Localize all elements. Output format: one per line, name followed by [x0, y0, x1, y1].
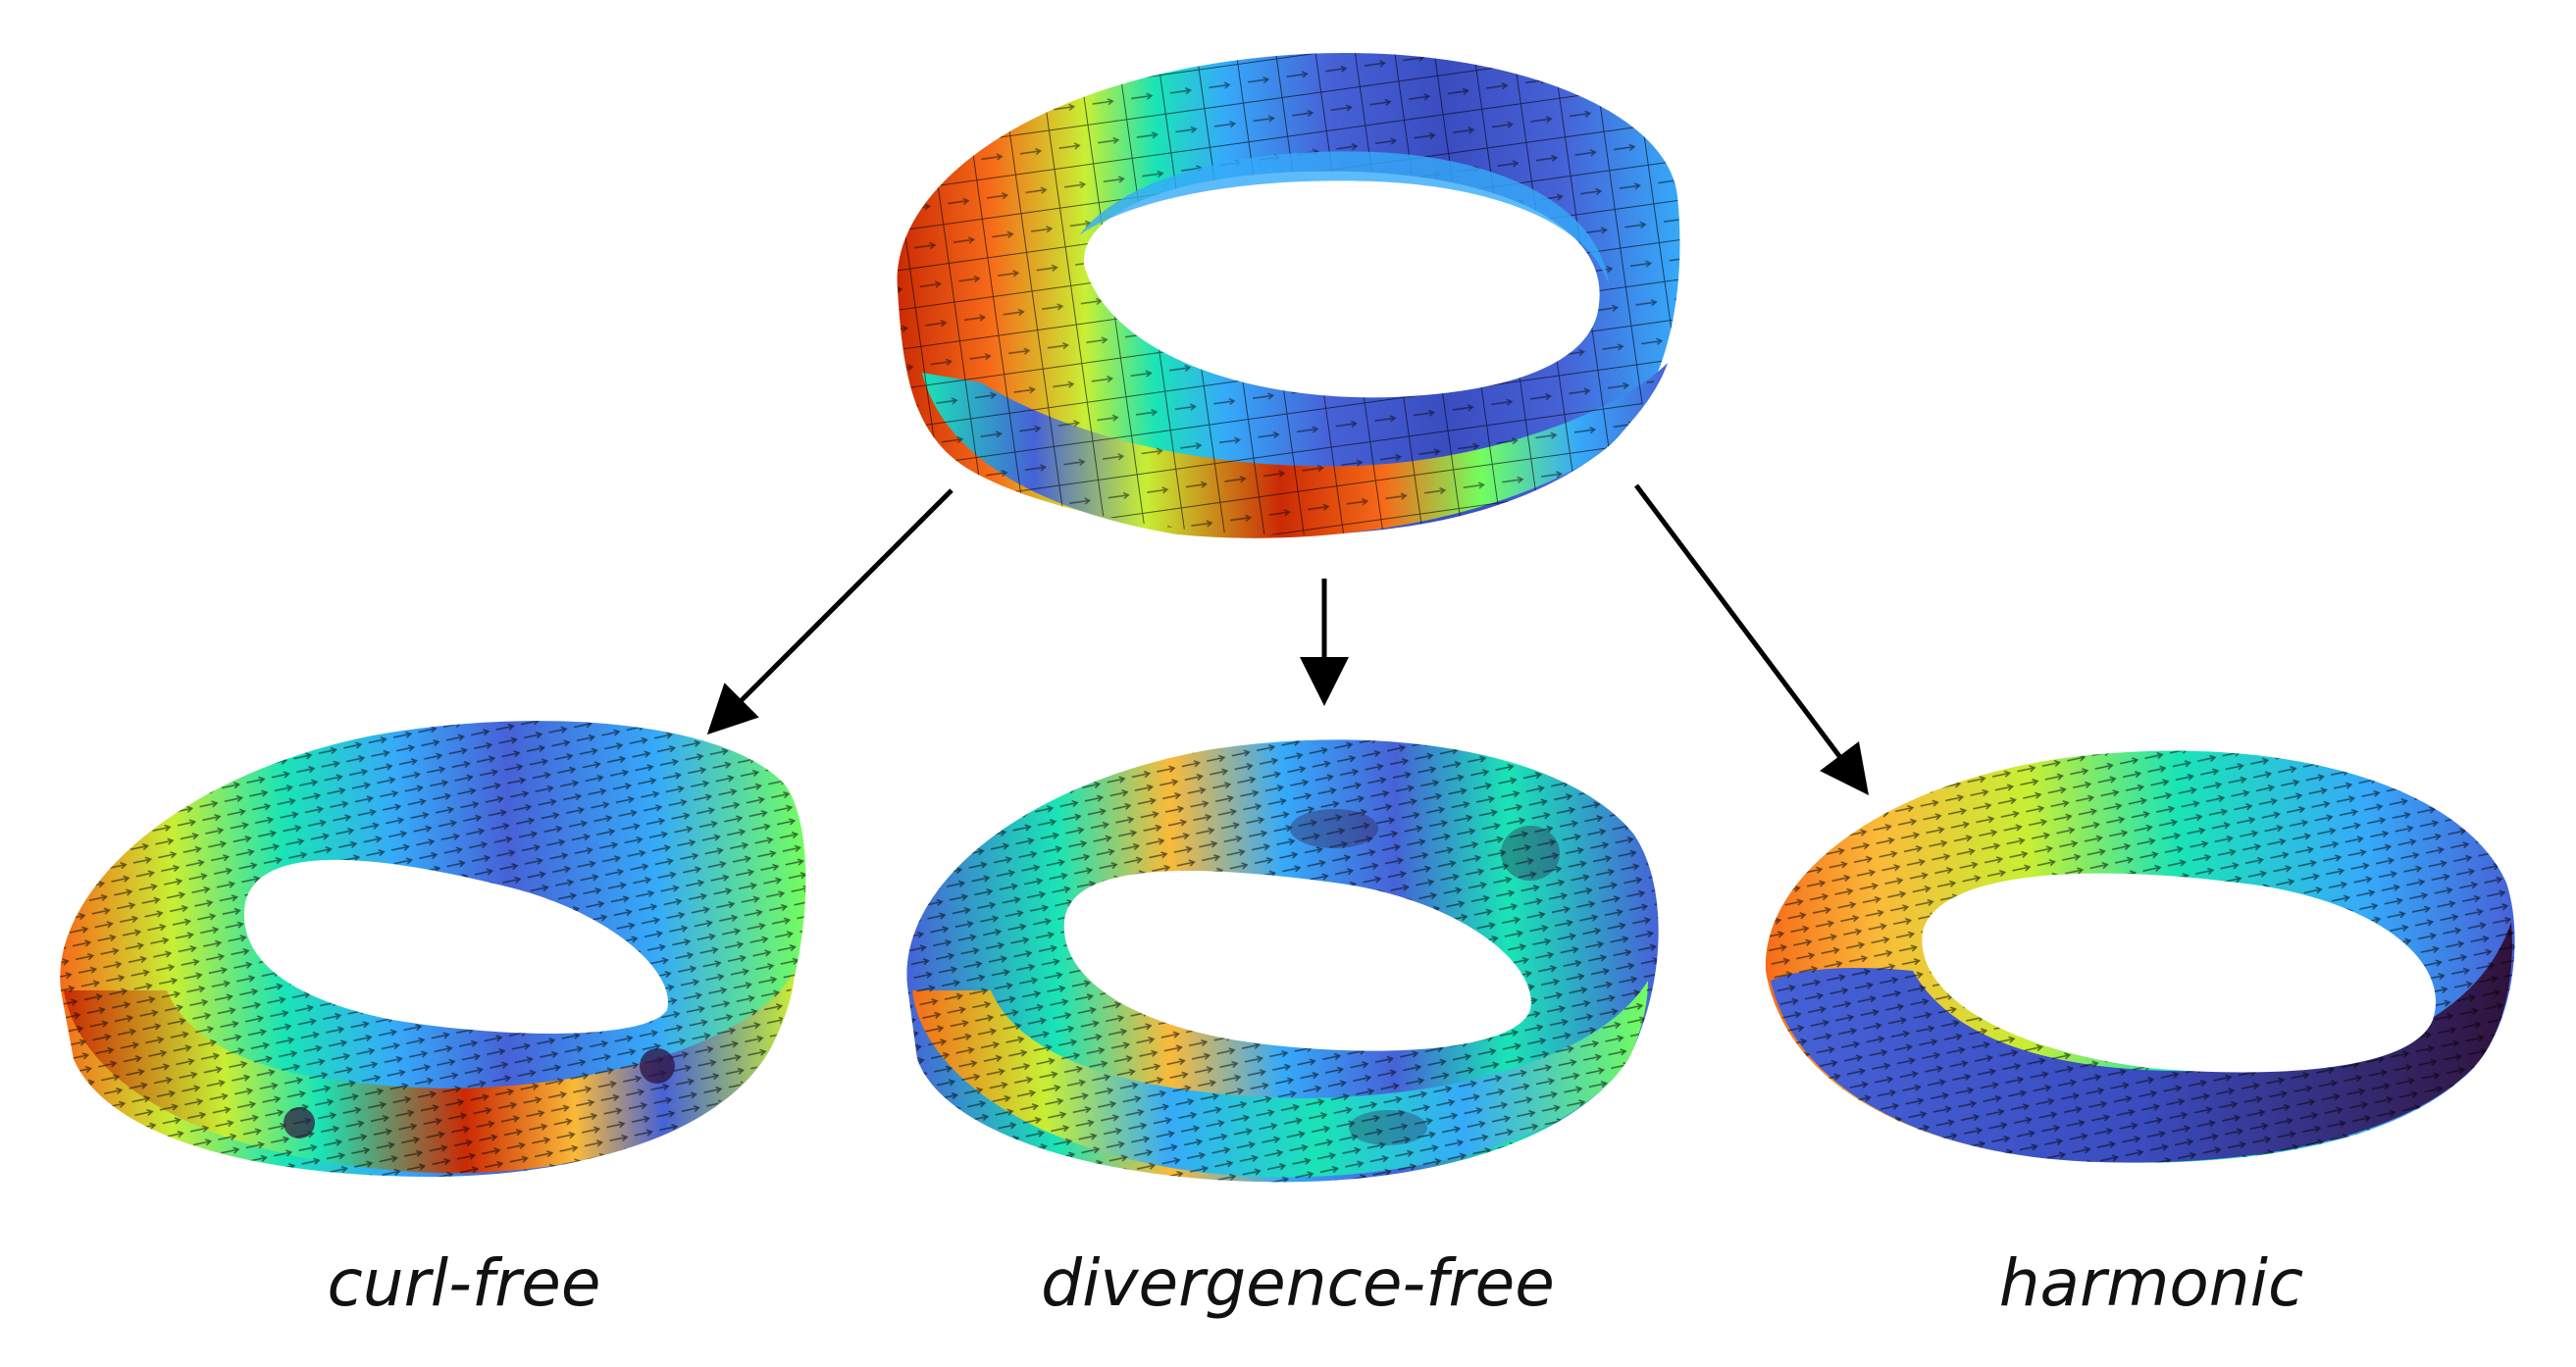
arrow-to-curl-free	[706, 488, 953, 735]
caption-curl-free: curl-free	[327, 1245, 601, 1321]
arrow-to-harmonic	[1634, 483, 1869, 795]
torus-hole	[1083, 171, 1600, 398]
caption-divergence-free: divergence-free	[1041, 1245, 1555, 1321]
curl-free-torus	[60, 721, 806, 1177]
input-field-torus	[897, 52, 1680, 538]
divergence-free-torus	[906, 739, 1659, 1183]
sink-point	[640, 1048, 675, 1084]
torus-hole	[243, 859, 668, 1034]
harmonic-torus	[1765, 750, 2515, 1163]
torus-hole	[1922, 873, 2437, 1073]
caption-harmonic: harmonic	[1998, 1245, 2304, 1321]
decomposition-arrows	[706, 483, 1869, 795]
torus-hole	[1063, 871, 1531, 1051]
source-point	[283, 1107, 315, 1139]
